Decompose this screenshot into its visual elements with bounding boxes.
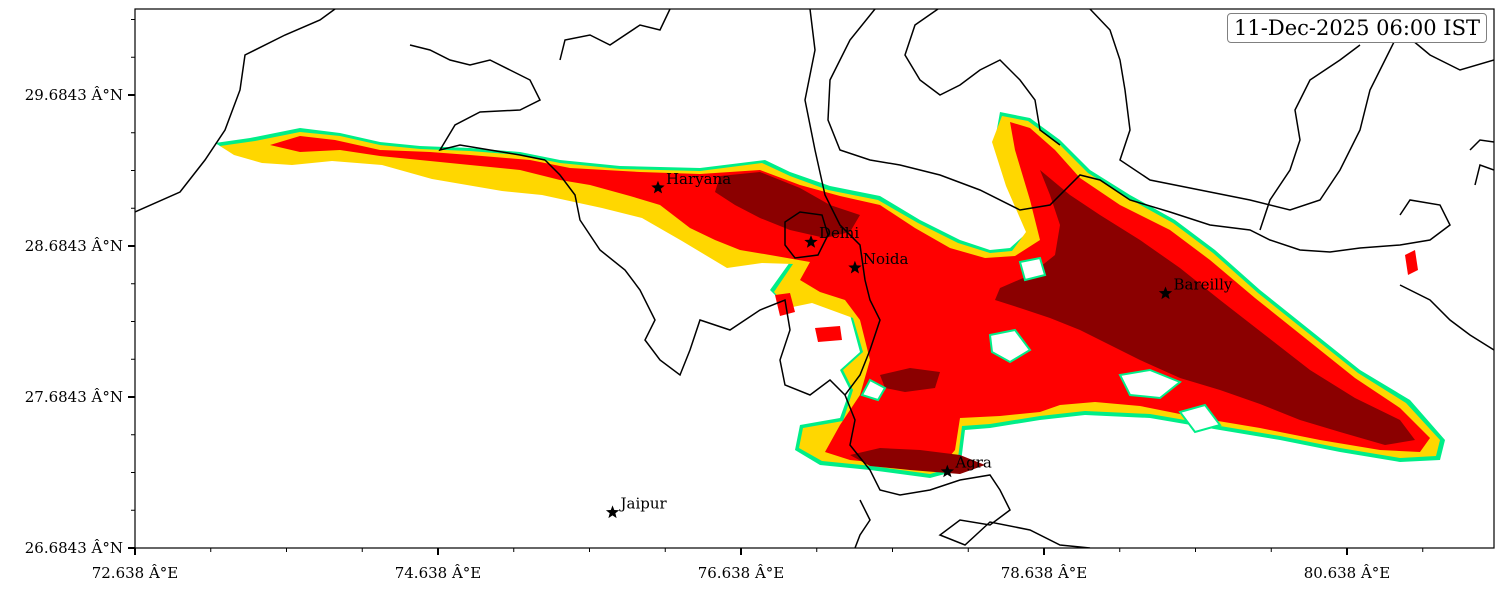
city-star-marker: [940, 464, 954, 478]
city-label-noida: Noida: [863, 250, 909, 268]
contour-hole-1: [1118, 368, 1182, 400]
city-label-haryana: Haryana: [666, 170, 731, 188]
y-tick-label: 26.6843 Â°N: [25, 539, 123, 557]
uttarakhand-boundary: [827, 9, 1451, 253]
city-star-marker: [804, 235, 818, 248]
contour-field: [215, 112, 1445, 478]
state-boundary-haryana: [544, 159, 881, 397]
delhi-boundary: [784, 211, 829, 259]
bihar-boundary: [1399, 284, 1494, 351]
contour-level-high: [995, 170, 1415, 445]
city-label-bareilly: Bareilly: [1174, 275, 1233, 293]
contour-hole-4: [1178, 403, 1222, 434]
y-tick-label: 27.6843 Â°N: [25, 388, 123, 406]
contour-level-high-south: [850, 448, 985, 474]
contour-hole-3: [860, 378, 887, 402]
east-boundary-1: [1469, 139, 1494, 151]
timestamp-label: 11-Dec-2025 06:00 IST: [1227, 13, 1487, 43]
x-tick-label: 74.638 Â°E: [395, 564, 482, 582]
city-label-delhi: Delhi: [819, 224, 859, 242]
state-boundary-up-west: [804, 9, 866, 281]
city-star-marker: [605, 505, 620, 519]
city-star-marker: [1158, 286, 1173, 300]
state-boundary-mp: [854, 499, 871, 548]
x-tick-label: 78.638 Â°E: [1001, 564, 1088, 582]
contour-hole-5: [1018, 256, 1047, 282]
city-star-marker: [651, 180, 665, 194]
contour-speckle-1: [1405, 250, 1418, 275]
boundary-lines: [135, 9, 1494, 548]
y-tick-label: 28.6843 Â°N: [25, 237, 123, 255]
x-tick-label: 80.638 Â°E: [1304, 564, 1391, 582]
axis-ticks: 72.638 Â°E 74.638 Â°E 76.638 Â°E 78.638 Â°E…: [25, 19, 1424, 582]
uttarakhand-north: [904, 9, 1061, 146]
contour-speckle-3: [815, 326, 842, 342]
east-boundary-2: [1474, 164, 1494, 186]
state-boundary-up-south: [844, 394, 1091, 548]
city-star-marker: [848, 260, 862, 274]
y-tick-label: 29.6843 Â°N: [25, 86, 123, 104]
city-label-jaipur: Jaipur: [619, 494, 668, 512]
city-label-agra: Agra: [954, 454, 992, 472]
state-boundary-punjab: [409, 44, 546, 161]
nepal-boundary: [1089, 9, 1401, 211]
x-tick-label: 72.638 Â°E: [92, 564, 179, 582]
x-tick-label: 76.638 Â°E: [698, 564, 785, 582]
contour-level-high-center: [880, 368, 940, 392]
north-boundary: [559, 9, 671, 61]
contour-hole-2: [988, 328, 1032, 364]
plot-frame: [134, 8, 1495, 549]
state-boundary-west: [135, 9, 336, 213]
nepal-inner: [1259, 44, 1361, 231]
